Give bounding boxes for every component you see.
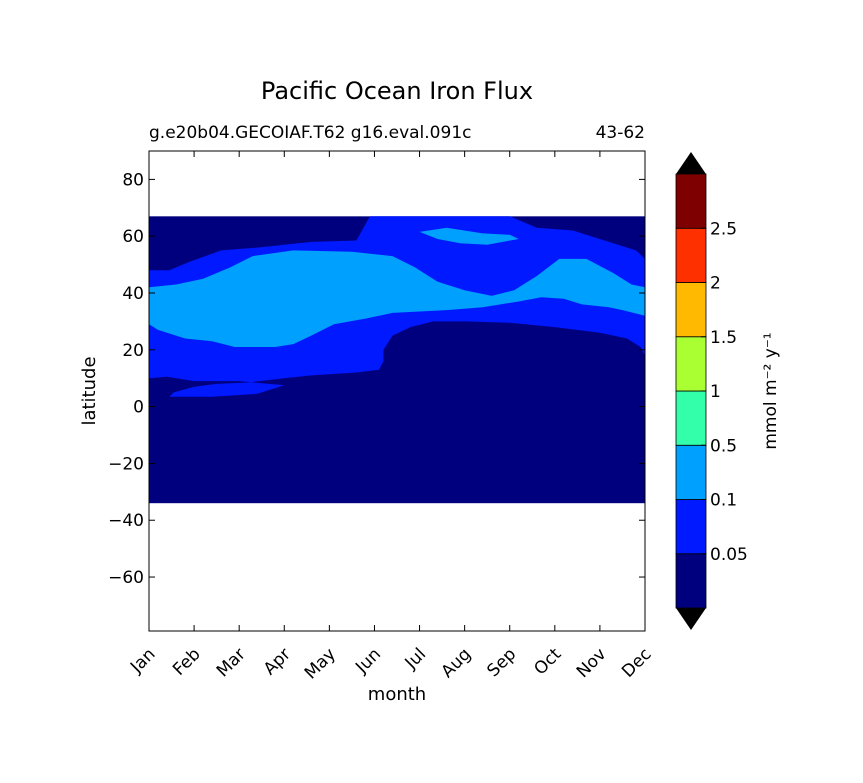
colorbar-tick-label: 2 xyxy=(710,274,721,294)
colorbar-tick-label: 0.1 xyxy=(710,491,737,511)
chart-title: Pacific Ocean Iron Flux xyxy=(261,77,533,105)
chart-subtitle-left: g.e20b04.GECOIAF.T62 g16.eval.091c xyxy=(149,123,471,143)
x-tick-label: Oct xyxy=(530,644,565,679)
flux-contour-1 xyxy=(149,250,645,347)
y-tick-label: 60 xyxy=(122,227,144,247)
x-axis-label: month xyxy=(368,684,426,705)
chart-subtitle-right: 43-62 xyxy=(596,123,645,143)
colorbar-tick-label: 0.05 xyxy=(710,545,748,565)
colorbar-tick-label: 1.5 xyxy=(710,328,737,348)
colorbar-extend-bottom xyxy=(676,608,706,630)
flux-field xyxy=(149,216,645,504)
y-axis-ticks: 80 60 40 20 0 −20 −40 −60 xyxy=(108,170,645,588)
y-tick-label: 0 xyxy=(133,398,144,418)
x-tick-label: Dec xyxy=(618,644,655,681)
x-tick-label: Sep xyxy=(483,644,520,681)
y-tick-label: 80 xyxy=(122,170,144,190)
y-axis-label: latitude xyxy=(79,356,100,425)
plot-area: Jan Feb Mar Apr May Jun Jul Aug Sep Oct Nov Dec 80 6… xyxy=(108,150,656,683)
x-tick-label: Mar xyxy=(213,644,250,681)
y-tick-label: −60 xyxy=(108,568,144,588)
x-tick-label: Jun xyxy=(351,644,385,678)
x-tick-label: May xyxy=(301,644,340,683)
colorbar: 0.05 0.1 0.5 1 1.5 2 2.5 xyxy=(675,152,748,630)
x-tick-label: Jul xyxy=(401,644,430,673)
x-tick-label: Jan xyxy=(126,644,159,677)
colorbar-swatch xyxy=(675,173,707,229)
flux-contour-2 xyxy=(419,227,519,245)
colorbar-swatch xyxy=(675,444,707,500)
colorbar-swatch xyxy=(675,336,707,392)
plot-frame xyxy=(148,150,646,632)
colorbar-swatch xyxy=(675,282,707,338)
y-tick-label: 20 xyxy=(122,341,144,361)
x-tick-label: Feb xyxy=(169,644,204,679)
x-tick-label: Nov xyxy=(573,644,611,682)
colorbar-tick-label: 0.5 xyxy=(710,436,737,456)
colorbar-tick-label: 2.5 xyxy=(710,219,737,239)
x-tick-label: Apr xyxy=(260,644,295,679)
colorbar-extend-top xyxy=(676,152,706,174)
y-tick-label: −40 xyxy=(108,511,144,531)
x-tick-label: Aug xyxy=(438,644,476,682)
colorbar-swatch xyxy=(675,553,707,609)
y-tick-label: −20 xyxy=(108,454,144,474)
colorbar-swatch xyxy=(675,390,707,446)
colorbar-label: mmol m⁻² y⁻¹ xyxy=(761,332,781,449)
colorbar-swatch xyxy=(675,227,707,283)
y-tick-label: 40 xyxy=(122,284,144,304)
colorbar-tick-label: 1 xyxy=(710,382,721,402)
colorbar-swatch xyxy=(675,499,707,555)
